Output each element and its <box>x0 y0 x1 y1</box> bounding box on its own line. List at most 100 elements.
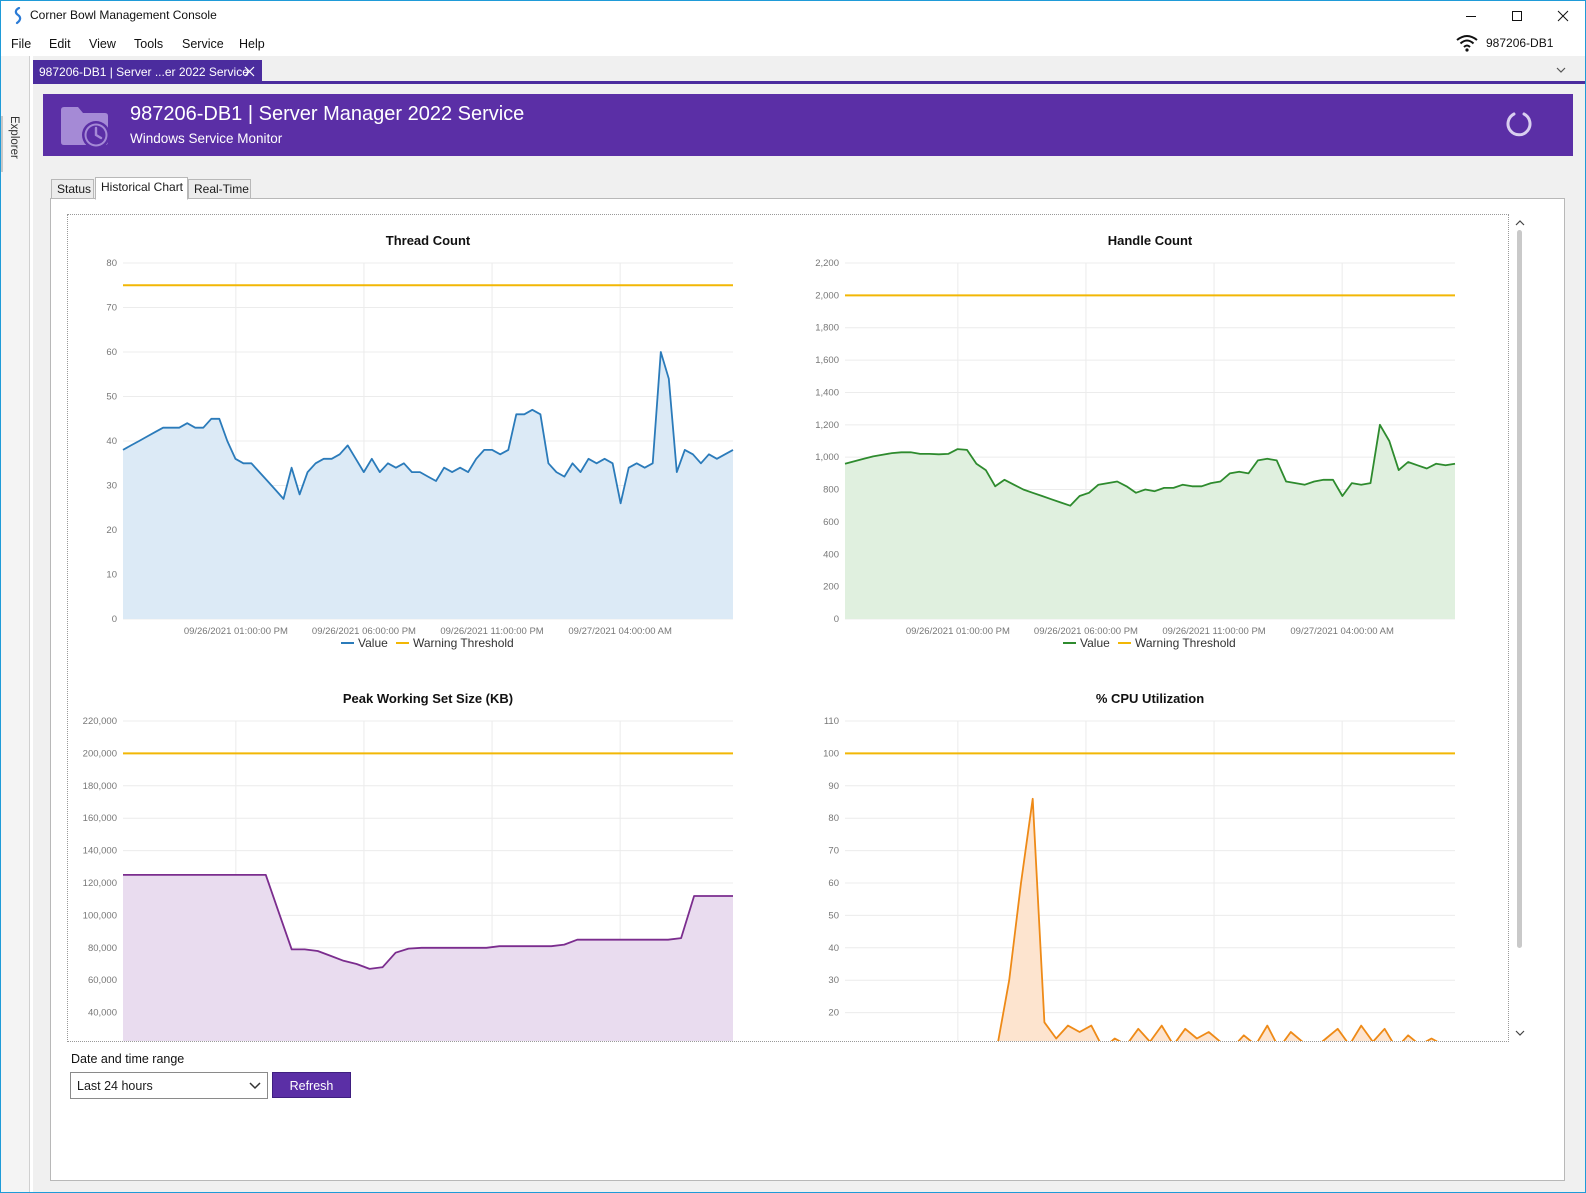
series-line <box>844 423 1456 507</box>
charts-canvas: Thread Count8070605040302010009/26/2021 … <box>83 233 1456 1042</box>
server-indicator[interactable]: 987206-DB1 <box>1456 32 1553 54</box>
legend-label: Warning Threshold <box>1135 636 1236 650</box>
scroll-down-icon[interactable] <box>1514 1027 1526 1039</box>
y-tick-label: 60 <box>828 878 839 889</box>
y-tick-label: 2,200 <box>815 258 839 269</box>
legend-label: Value <box>358 636 388 650</box>
close-tab-icon[interactable] <box>243 65 256 78</box>
date-range-value: Last 24 hours <box>77 1079 153 1093</box>
server-name: 987206-DB1 <box>1486 36 1554 50</box>
menu-help[interactable]: Help <box>239 37 265 51</box>
minimize-icon <box>1466 16 1476 17</box>
y-tick-label: 1,400 <box>815 387 839 398</box>
y-tick-label: 220,000 <box>83 716 117 727</box>
minimize-button[interactable] <box>1448 0 1494 32</box>
chevron-down-icon[interactable] <box>1556 65 1566 75</box>
tab-status[interactable]: Status <box>51 179 94 199</box>
menu-file[interactable]: File <box>11 37 32 51</box>
tab-historical-chart[interactable]: Historical Chart <box>95 177 188 200</box>
series-line <box>122 351 734 505</box>
y-tick-label: 60 <box>106 347 117 358</box>
series-line <box>997 797 1438 1041</box>
menu-tools[interactable]: Tools <box>134 37 164 51</box>
y-tick-label: 200,000 <box>83 748 117 759</box>
x-tick-label: 09/26/2021 01:00:00 PM <box>906 626 1010 637</box>
chart-title: Handle Count <box>1108 233 1193 248</box>
y-tick-label: 400 <box>823 549 839 560</box>
app-title: Corner Bowl Management Console <box>30 8 217 22</box>
y-tick-label: 800 <box>823 485 839 496</box>
document-tab[interactable]: 987206-DB1 | Server ...er 2022 Service <box>33 60 262 84</box>
explorer-tab-indicator <box>0 116 3 172</box>
x-tick-label: 09/26/2021 06:00:00 PM <box>1034 626 1138 637</box>
chart-title: Peak Working Set Size (KB) <box>343 691 513 706</box>
y-tick-label: 50 <box>106 392 117 403</box>
document-tab-label: 987206-DB1 | Server ...er 2022 Service <box>39 65 249 79</box>
x-tick-label: 09/26/2021 01:00:00 PM <box>184 626 288 637</box>
close-window-button[interactable] <box>1540 0 1586 32</box>
vertical-scrollbar[interactable] <box>1512 214 1528 1042</box>
y-tick-label: 2,000 <box>815 290 839 301</box>
y-tick-label: 0 <box>834 614 839 625</box>
y-tick-label: 40,000 <box>88 1008 117 1019</box>
tab-real-time[interactable]: Real-Time <box>188 179 251 199</box>
y-tick-label: 20 <box>828 1008 839 1019</box>
x-tick-label: 09/26/2021 06:00:00 PM <box>312 626 416 637</box>
page-title: 987206-DB1 | Server Manager 2022 Service <box>130 103 525 125</box>
app-logo-icon <box>14 7 22 25</box>
y-tick-label: 40 <box>828 943 839 954</box>
y-tick-label: 0 <box>112 614 117 625</box>
series-line <box>123 874 733 970</box>
y-tick-label: 120,000 <box>83 878 117 889</box>
x-tick-label: 09/26/2021 11:00:00 PM <box>440 626 543 637</box>
scroll-up-icon[interactable] <box>1514 217 1526 229</box>
scrollbar-thumb[interactable] <box>1517 230 1522 948</box>
y-tick-label: 10 <box>106 570 117 581</box>
y-tick-label: 160,000 <box>83 813 117 824</box>
date-range-select[interactable]: Last 24 hours <box>70 1072 268 1099</box>
menu-service[interactable]: Service <box>182 37 224 51</box>
x-tick-label: 09/27/2021 04:00:00 AM <box>568 626 672 637</box>
y-tick-label: 60,000 <box>88 975 117 986</box>
y-tick-label: 70 <box>828 846 839 857</box>
series-area <box>123 874 733 1041</box>
chart-title: % CPU Utilization <box>1096 691 1204 706</box>
maximize-button[interactable] <box>1494 0 1540 32</box>
series-area <box>123 352 733 619</box>
document-tab-strip: 987206-DB1 | Server ...er 2022 Service <box>33 56 1586 84</box>
menu-bar: File Edit View Tools Service Help <box>0 34 1586 56</box>
title-bar: Corner Bowl Management Console <box>0 0 1586 32</box>
header-banner: 987206-DB1 | Server Manager 2022 Service… <box>43 94 1573 156</box>
series-area <box>845 424 1455 619</box>
explorer-label: Explorer <box>8 116 20 159</box>
y-tick-label: 70 <box>106 303 117 314</box>
y-tick-label: 100,000 <box>83 910 117 921</box>
x-tick-label: 09/27/2021 04:00:00 AM <box>1290 626 1394 637</box>
refresh-spinner-icon[interactable] <box>1505 110 1533 138</box>
y-tick-label: 100 <box>823 748 839 759</box>
y-tick-label: 1,200 <box>815 420 839 431</box>
y-tick-label: 20 <box>106 525 117 536</box>
y-tick-label: 110 <box>824 716 839 727</box>
y-tick-label: 10 <box>828 1040 839 1042</box>
y-tick-label: 40 <box>106 436 117 447</box>
date-range-label: Date and time range <box>71 1052 185 1066</box>
folder-clock-icon <box>61 107 110 149</box>
y-tick-label: 50 <box>828 910 839 921</box>
chart-title: Thread Count <box>386 233 471 248</box>
page-subtitle: Windows Service Monitor <box>130 131 283 146</box>
y-tick-label: 140,000 <box>83 846 117 857</box>
y-tick-label: 90 <box>828 781 839 792</box>
explorer-panel: Explorer <box>0 56 30 1193</box>
y-tick-label: 30 <box>106 481 117 492</box>
refresh-button[interactable]: Refresh <box>272 1072 351 1098</box>
y-tick-label: 80,000 <box>88 943 117 954</box>
y-tick-label: 1,000 <box>815 452 839 463</box>
menu-edit[interactable]: Edit <box>49 37 71 51</box>
y-tick-label: 200 <box>823 582 839 593</box>
explorer-tab[interactable]: Explorer <box>6 116 24 176</box>
y-tick-label: 1,600 <box>815 355 839 366</box>
y-tick-label: 80 <box>106 258 117 269</box>
menu-view[interactable]: View <box>89 37 116 51</box>
series-area <box>998 798 1437 1041</box>
